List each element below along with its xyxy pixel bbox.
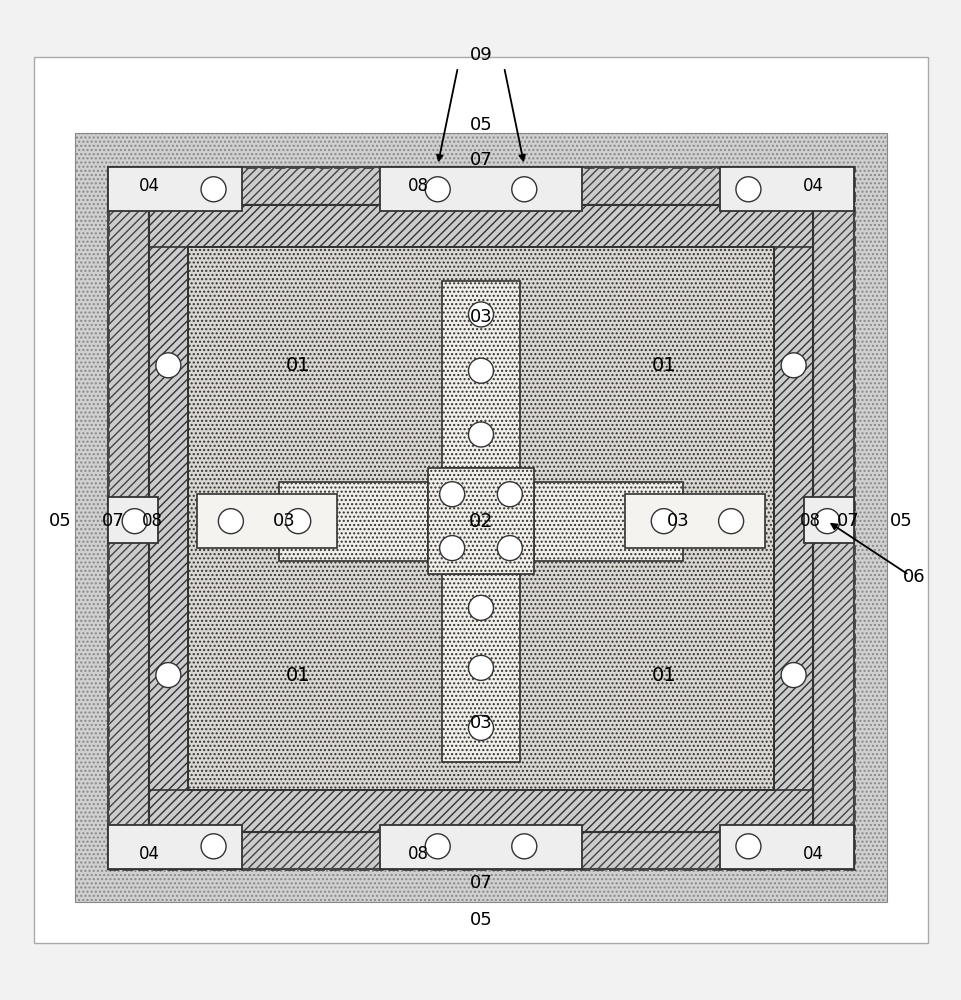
Circle shape (201, 834, 226, 859)
Bar (108, 167, 853, 869)
Bar (441, 574, 520, 762)
Bar (197, 494, 336, 548)
Circle shape (718, 509, 743, 534)
Bar (149, 205, 812, 832)
Text: 04: 04 (801, 177, 823, 195)
Text: 03: 03 (469, 308, 492, 326)
Circle shape (156, 353, 181, 378)
Text: 07: 07 (836, 512, 859, 530)
Bar (380, 167, 581, 211)
Text: 05: 05 (889, 512, 912, 530)
Circle shape (780, 353, 805, 378)
Bar (774, 205, 812, 832)
Circle shape (651, 509, 676, 534)
Bar (149, 205, 812, 247)
Text: 04: 04 (138, 177, 160, 195)
Circle shape (497, 482, 522, 507)
Circle shape (285, 509, 310, 534)
Text: 01: 01 (651, 666, 676, 685)
Text: 08: 08 (407, 845, 429, 863)
Circle shape (468, 358, 493, 383)
Circle shape (468, 595, 493, 620)
Circle shape (468, 302, 493, 327)
Text: 05: 05 (49, 512, 72, 530)
Bar (187, 247, 774, 790)
Bar (719, 167, 853, 211)
Circle shape (511, 177, 536, 202)
Circle shape (156, 663, 181, 688)
Text: 06: 06 (901, 568, 924, 586)
Bar (108, 167, 242, 211)
Text: 03: 03 (469, 714, 492, 732)
Text: 07: 07 (102, 512, 125, 530)
Circle shape (425, 834, 450, 859)
Bar (279, 482, 428, 561)
Bar (149, 205, 187, 832)
Text: 01: 01 (285, 356, 310, 375)
Bar (441, 281, 520, 468)
Bar (108, 497, 158, 543)
Bar (428, 468, 533, 574)
Bar (149, 205, 812, 832)
Text: 08: 08 (407, 177, 429, 195)
Text: 02: 02 (468, 512, 493, 531)
Text: 04: 04 (801, 845, 823, 863)
Text: 07: 07 (469, 151, 492, 169)
Bar (75, 133, 886, 902)
Circle shape (439, 536, 464, 561)
Bar (719, 825, 853, 869)
Text: 08: 08 (141, 512, 162, 530)
Bar (108, 825, 242, 869)
Circle shape (468, 715, 493, 740)
Circle shape (780, 663, 805, 688)
Circle shape (468, 422, 493, 447)
Text: 05: 05 (469, 116, 492, 134)
Text: 08: 08 (799, 512, 820, 530)
Circle shape (218, 509, 243, 534)
Bar (187, 247, 774, 790)
Circle shape (735, 834, 760, 859)
Bar (380, 825, 581, 869)
Text: 01: 01 (285, 666, 310, 685)
Circle shape (814, 509, 839, 534)
Text: 09: 09 (469, 46, 492, 64)
Circle shape (511, 834, 536, 859)
Bar (108, 167, 853, 869)
Text: 07: 07 (469, 874, 492, 892)
Bar (149, 790, 812, 832)
Circle shape (425, 177, 450, 202)
Text: 03: 03 (666, 512, 689, 530)
Circle shape (439, 482, 464, 507)
Text: 04: 04 (138, 845, 160, 863)
Circle shape (201, 177, 226, 202)
Text: 01: 01 (651, 356, 676, 375)
Circle shape (468, 655, 493, 680)
Text: 03: 03 (272, 512, 295, 530)
Bar (533, 482, 682, 561)
Bar (625, 494, 764, 548)
Text: 05: 05 (469, 911, 492, 929)
Circle shape (122, 509, 147, 534)
Circle shape (735, 177, 760, 202)
Bar (803, 497, 853, 543)
Circle shape (497, 536, 522, 561)
